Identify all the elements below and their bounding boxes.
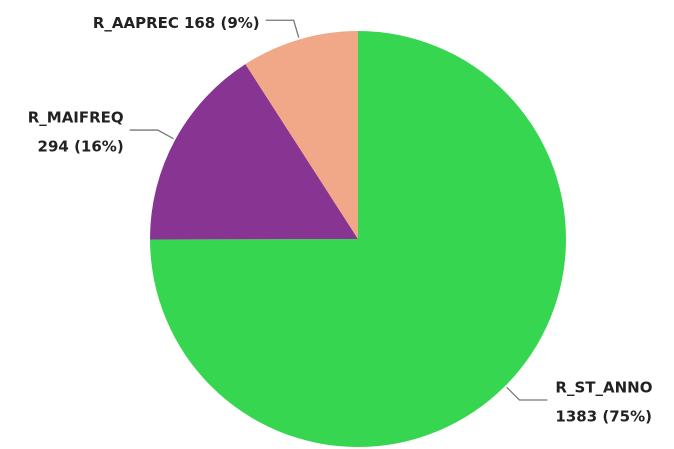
value-label: 1383 (75%) [555,408,652,426]
category-label: R_AAPREC [93,14,179,32]
leader-line [129,129,174,140]
category-label: R_MAIFREQ [28,109,124,127]
leader-line [265,19,300,38]
value-label: 294 (16%) [38,138,124,156]
pie-slice [150,64,358,240]
pie-slice [150,31,566,447]
category-label: R_ST_ANNO [555,379,652,397]
leader-line [506,386,548,401]
pie-slice [245,31,358,239]
value-label: 168 (9%) [184,14,260,32]
